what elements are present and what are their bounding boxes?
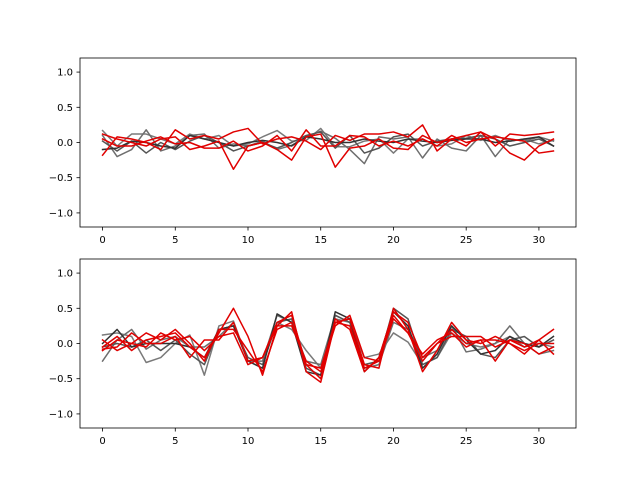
series-line-5	[101, 307, 555, 383]
x-tick-label: 30	[533, 436, 546, 447]
x-tick-label: 0	[99, 436, 105, 447]
y-tick-label: −0.5	[49, 374, 73, 385]
subplot-top: 0 5 10 15 20 25 30 −1.0 −0.5 0.0 0.5 1.0	[49, 57, 577, 246]
x-tick-label: 20	[387, 436, 400, 447]
series-line-6	[101, 131, 555, 171]
x-tick-label: 10	[242, 436, 255, 447]
x-tick-label: 25	[460, 436, 473, 447]
x-tick-label: 5	[172, 436, 178, 447]
y-tick-label: 0.0	[57, 339, 73, 350]
y-tick-label: −1.0	[49, 208, 73, 219]
series-line-2	[101, 314, 555, 369]
y-tick-label: −1.0	[49, 409, 73, 420]
x-tick-label: 10	[242, 235, 255, 246]
x-tick-label: 30	[533, 235, 546, 246]
series-line-8	[101, 314, 555, 369]
series-group	[101, 307, 555, 383]
series-group	[101, 124, 555, 171]
subplot-bottom: 0 5 10 15 20 25 30 −1.0 −0.5 0.0 0.5 1.0	[49, 258, 577, 447]
x-tick-label: 15	[314, 235, 327, 246]
x-tick-label: 15	[314, 436, 327, 447]
series-line-5	[101, 124, 555, 157]
y-tick-label: −0.5	[49, 173, 73, 184]
x-tick-label: 5	[172, 235, 178, 246]
x-tick-label: 0	[99, 235, 105, 246]
x-tick-label: 20	[387, 235, 400, 246]
y-tick-label: 1.0	[57, 269, 73, 280]
series-line-7	[101, 129, 555, 154]
x-tick-label: 25	[460, 235, 473, 246]
y-tick-label: 0.0	[57, 138, 73, 149]
y-tick-label: 1.0	[57, 68, 73, 79]
y-tick-label: 0.5	[57, 103, 73, 114]
y-tick-label: 0.5	[57, 304, 73, 315]
